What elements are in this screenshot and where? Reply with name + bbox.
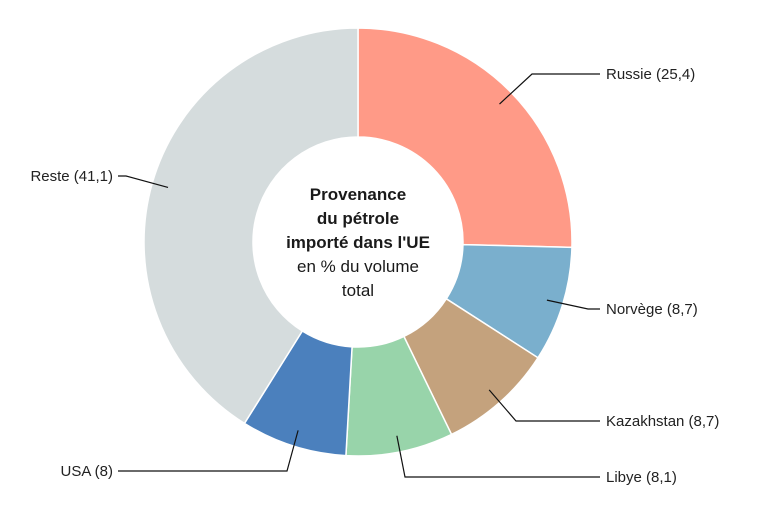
center-title-line-1: Provenance bbox=[310, 185, 406, 204]
leader-line-norvege bbox=[546, 299, 600, 310]
leader-line-kazakhstan bbox=[488, 389, 600, 422]
leader-line-reste bbox=[118, 175, 169, 189]
slice-russie bbox=[357, 27, 573, 249]
slice-label-usa: USA (8) bbox=[60, 463, 113, 480]
center-title-line-2: du pétrole bbox=[317, 209, 399, 228]
slice-label-russie: Russie (25,4) bbox=[606, 66, 695, 83]
center-title-line-3: importé dans l'UE bbox=[286, 233, 430, 252]
center-subtitle-line-2: total bbox=[342, 281, 374, 300]
leader-lines bbox=[118, 73, 600, 478]
slice-label-libye: Libye (8,1) bbox=[606, 469, 677, 486]
center-caption: Provenance du pétrole importé dans l'UE … bbox=[286, 185, 430, 300]
center-subtitle-line-1: en % du volume bbox=[297, 257, 419, 276]
slice-labels: Russie (25,4) Norvège (8,7) Kazakhstan (8,… bbox=[30, 66, 719, 486]
slice-label-kazakhstan: Kazakhstan (8,7) bbox=[606, 413, 719, 430]
slice-label-norvege: Norvège (8,7) bbox=[606, 301, 698, 318]
slice-reste bbox=[143, 27, 359, 425]
donut-slices bbox=[143, 27, 573, 457]
slice-label-reste: Reste (41,1) bbox=[30, 168, 113, 185]
leader-line-libye bbox=[396, 435, 600, 478]
leader-line-usa bbox=[118, 430, 299, 472]
leader-line-russie bbox=[499, 73, 600, 105]
